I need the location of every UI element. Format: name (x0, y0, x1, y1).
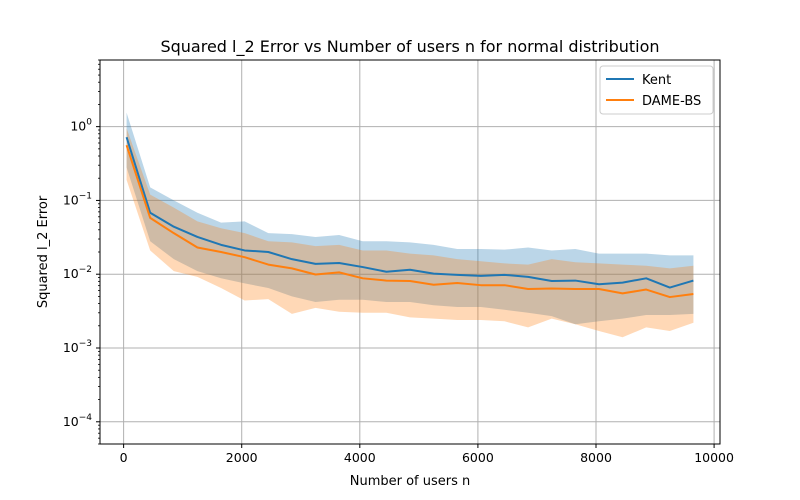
y-tick-label: 10−1 (63, 191, 92, 207)
y-tick-label: 10−2 (63, 265, 92, 281)
y-tick-label: 10−4 (63, 413, 92, 429)
chart-title: Squared l_2 Error vs Number of users n f… (160, 37, 659, 57)
confidence-bands (126, 112, 694, 338)
x-tick-label: 0 (120, 450, 128, 465)
grid-lines (100, 60, 720, 444)
x-axis-label: Number of users n (350, 474, 471, 489)
x-tick-label: 8000 (580, 450, 612, 465)
legend: Kent DAME-BS (599, 65, 714, 115)
series-line-dame-bs (125, 144, 694, 299)
series-line-kent (125, 136, 694, 289)
axis-ticks: 0 2000 4000 6000 8000 10000 10−4 10−3 10−2 10−1 10… (63, 59, 734, 465)
x-tick-label: 2000 (226, 450, 258, 465)
legend-label-dame-bs: DAME-BS (642, 94, 701, 109)
band-dame-bs (126, 128, 694, 338)
x-tick-label: 10000 (694, 450, 734, 465)
band-kent (126, 112, 694, 325)
x-tick-label: 4000 (344, 450, 376, 465)
y-tick-label: 10−3 (63, 339, 92, 355)
series-lines (125, 136, 694, 299)
y-axis-label: Squared l_2 Error (36, 195, 51, 308)
x-tick-label: 6000 (462, 450, 494, 465)
legend-label-kent: Kent (642, 73, 671, 88)
y-tick-label: 100 (70, 118, 92, 134)
